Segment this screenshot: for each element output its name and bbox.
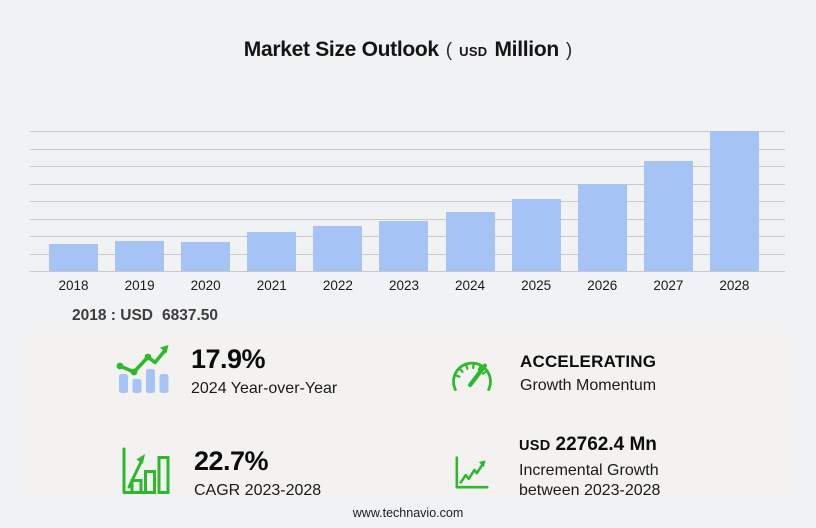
title-paren-open: ( [445,40,453,61]
bar-slot: 2018 [49,131,98,293]
x-axis-label: 2024 [455,278,486,293]
x-axis-label: 2027 [653,278,684,293]
bar-slot: 2024 [445,131,495,293]
bar-slot: 2021 [247,131,297,293]
x-axis-label: 2019 [124,278,155,293]
bar-2020 [181,242,231,271]
x-axis-label: 2020 [190,278,221,293]
bar-row: 2018 2019 2020 2021 2022 2023 2024 2025 2026 2027… [30,131,785,293]
bar-growth-arrow-icon [118,446,174,501]
website-url: www.technavio.com [352,506,464,520]
bar-chart-trend-icon [115,344,171,401]
base-year-prefix: 2018 : USD [72,307,153,324]
stat-value-prefix: USD [519,438,551,454]
x-axis-label: 2025 [521,278,552,293]
stat-yoy-growth: 17.9% 2024 Year-over-Year [115,344,337,401]
x-axis-label: 2028 [719,278,750,293]
x-axis-label: 2022 [322,278,353,293]
title-unit-million: Million [494,38,559,61]
stat-text: 22.7% CAGR 2023-2028 [194,446,321,501]
stat-value: USD 22762.4 Mn [519,433,660,458]
bar-slot: 2023 [379,131,429,293]
gridline [30,201,785,202]
speedometer-icon [448,351,496,400]
bar-2019 [115,241,165,271]
x-axis-label: 2021 [256,278,287,293]
title-main: Market Size Outlook [243,38,439,61]
bar-2028 [709,131,759,271]
stat-label: Incremental Growth between 2023-2028 [519,461,660,501]
bar-chart: 2018 2019 2020 2021 2022 2023 2024 2025 2026 2027… [30,131,785,293]
stat-cagr: 22.7% CAGR 2023-2028 [118,446,321,501]
stat-value: ACCELERATING [520,352,657,371]
bar-2021 [247,232,297,271]
bar-slot: 2026 [577,131,627,293]
stat-label: CAGR 2023-2028 [194,482,322,499]
stat-value: 22.7% [194,446,269,476]
bar-slot: 2019 [115,131,165,293]
base-year-annotation: 2018 : USD 6837.50 [72,307,218,325]
x-axis-label: 2018 [58,278,89,293]
line-growth-axes-icon [452,452,492,497]
stat-incremental-growth: USD 22762.4 Mn Incremental Growth between… [452,433,660,501]
gridline [30,166,785,167]
stat-growth-momentum: ACCELERATING Growth Momentum [448,351,656,400]
stat-label: Growth Momentum [520,377,657,394]
bar-2023 [379,221,429,271]
stat-label-line1: Incremental Growth [519,462,659,479]
stat-value-number: 22762.4 Mn [555,434,657,455]
title-paren-close: ) [565,40,573,61]
bar-slot: 2027 [643,131,693,293]
gridline [30,131,785,132]
stat-value: 17.9% [191,344,266,374]
gridline [30,148,785,150]
stat-text: 17.9% 2024 Year-over-Year [191,344,337,399]
bar-2022 [313,226,363,271]
stat-label-line2: between 2023-2028 [519,482,661,499]
stat-text: USD 22762.4 Mn Incremental Growth between… [519,433,660,501]
bar-2024 [445,212,495,271]
stat-label: 2024 Year-over-Year [191,380,338,397]
x-axis-label: 2023 [388,278,419,293]
bar-2027 [643,161,693,271]
base-year-value: 6837.50 [161,307,219,324]
bar-slot: 2020 [181,131,231,293]
bar-slot: 2028 [709,131,759,293]
x-axis-label: 2026 [587,278,618,293]
gridline [30,218,785,220]
bar-2025 [511,199,561,271]
bar-2026 [577,184,627,271]
page-title: Market Size Outlook ( USD Million ) [0,38,816,62]
stat-text: ACCELERATING Growth Momentum [520,351,656,396]
bar-slot: 2022 [313,131,363,293]
gridline [30,183,785,185]
bar-2018 [49,244,98,271]
title-unit-usd: USD [459,44,488,59]
bar-slot: 2025 [511,131,561,293]
gridline [30,271,785,272]
